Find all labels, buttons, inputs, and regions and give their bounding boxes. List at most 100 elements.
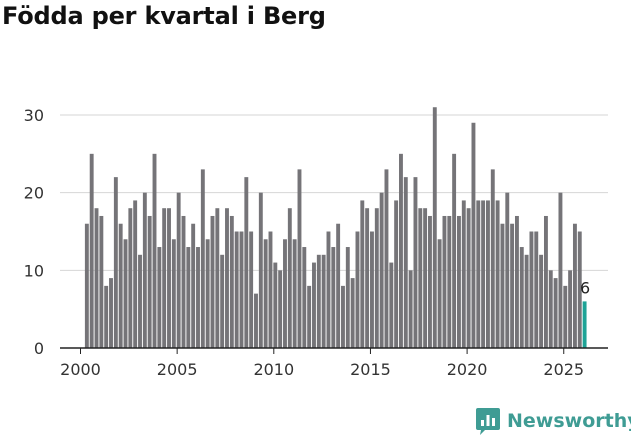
bar: [307, 285, 312, 348]
bar: [152, 153, 157, 348]
bar: [331, 247, 336, 348]
bar: [229, 215, 234, 348]
bar: [370, 231, 374, 348]
bar: [205, 239, 210, 348]
bar: [113, 177, 118, 348]
bar: [394, 200, 399, 348]
bar: [500, 223, 505, 348]
bar: [442, 215, 447, 348]
y-tick-label: 20: [24, 184, 44, 203]
bar: [558, 192, 563, 348]
bar: [191, 223, 196, 348]
bar: [355, 231, 360, 348]
bar: [336, 223, 341, 348]
bar: [104, 285, 109, 348]
bar: [389, 262, 394, 348]
bar: [452, 153, 457, 348]
y-tick-label: 10: [24, 261, 44, 280]
bar-highlight: [582, 301, 587, 348]
bar: [181, 215, 186, 348]
bar: [326, 231, 331, 348]
bar: [167, 208, 171, 348]
bar: [128, 208, 133, 348]
bar: [572, 223, 577, 348]
bar: [418, 208, 423, 348]
bar: [365, 208, 370, 348]
bar: [138, 254, 142, 348]
bar: [109, 278, 113, 348]
bar: [345, 247, 350, 348]
bar: [162, 208, 167, 348]
bar: [519, 247, 524, 348]
bar: [476, 200, 481, 348]
y-tick-label: 30: [24, 106, 44, 125]
bar: [543, 215, 548, 348]
bar: [384, 169, 389, 348]
bar: [200, 169, 205, 348]
bar: [568, 270, 573, 348]
chart-title: Födda per kvartal i Berg: [2, 2, 326, 30]
bar: [514, 215, 519, 348]
bar: [481, 200, 486, 348]
bar: [239, 231, 244, 348]
bar: [428, 215, 432, 348]
bar: [374, 208, 379, 348]
bar: [466, 208, 471, 348]
bar: [399, 153, 403, 348]
bar: [437, 239, 442, 348]
bar: [94, 208, 99, 348]
bar: [534, 231, 539, 348]
bar: [99, 215, 104, 348]
x-axis: [60, 347, 608, 354]
x-tick-label: 2020: [447, 360, 488, 379]
y-tick-label: 0: [34, 339, 44, 358]
bar: [258, 192, 263, 348]
brand-name: Newsworthy: [507, 410, 631, 432]
bar: [577, 231, 582, 348]
bar: [553, 278, 558, 348]
bar-chart: 0 10 20 30 6 2000 2005 2010 2015 2020 2025: [24, 106, 608, 379]
bar: [447, 215, 452, 348]
bar: [244, 177, 249, 348]
bar: [89, 153, 94, 348]
bar: [118, 223, 123, 348]
bar: [341, 285, 345, 348]
bar: [408, 270, 413, 348]
bar: [457, 215, 461, 348]
x-tick-label: 2005: [157, 360, 198, 379]
bar: [196, 247, 200, 348]
bar: [563, 285, 568, 348]
bar: [312, 262, 316, 348]
bar: [432, 107, 437, 348]
bar: [461, 200, 466, 348]
bar: [234, 231, 239, 348]
bar: [471, 122, 476, 349]
bar: [510, 223, 515, 348]
labels: 0 10 20 30 6 2000 2005 2010 2015 2020 2025: [24, 106, 591, 379]
bar: [403, 177, 408, 348]
bar: [350, 278, 355, 348]
bar: [360, 200, 365, 348]
x-tick-label: 2015: [350, 360, 391, 379]
bar: [157, 247, 162, 348]
bar: [505, 192, 510, 348]
bar: [176, 192, 181, 348]
bar: [268, 231, 273, 348]
x-tick-label: 2000: [60, 360, 101, 379]
bar: [123, 239, 128, 348]
bar: [225, 208, 229, 348]
bar: [133, 200, 138, 348]
x-tick-label: 2010: [253, 360, 294, 379]
bar: [263, 239, 268, 348]
bar: [142, 192, 147, 348]
bar: [210, 215, 215, 348]
bar: [292, 239, 297, 348]
bar: [321, 254, 326, 348]
bar: [423, 208, 428, 348]
bar: [379, 192, 384, 348]
bar: [84, 223, 89, 348]
bar: [254, 293, 258, 348]
bar: [495, 200, 500, 348]
bars: [84, 107, 587, 349]
bar: [249, 231, 254, 348]
